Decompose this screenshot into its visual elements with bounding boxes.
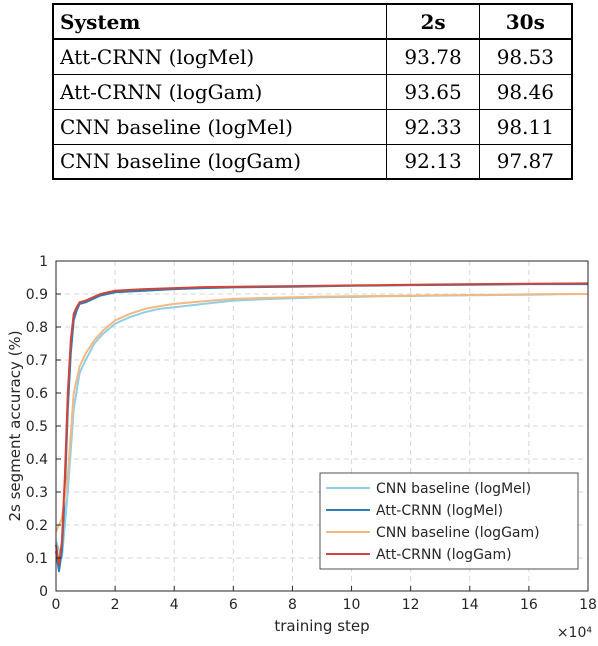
- table-row: CNN baseline (logGam) 92.13 97.87: [52, 143, 573, 180]
- y-tick-label: 0.1: [26, 551, 48, 567]
- y-tick-label: 1: [39, 254, 48, 270]
- table-header-row: System 2s 30s: [52, 3, 573, 40]
- header-30s: 30s: [478, 3, 573, 40]
- cell-system: CNN baseline (logGam): [52, 143, 388, 180]
- y-tick-label: 0.7: [26, 353, 48, 369]
- legend-label: Att-CRNN (logGam): [376, 547, 512, 563]
- cell-system: CNN baseline (logMel): [52, 108, 388, 145]
- header-2s: 2s: [386, 3, 480, 40]
- x-axis-label: training step: [274, 617, 369, 635]
- cell-2s: 92.13: [386, 143, 480, 180]
- x-tick-label: 14: [461, 597, 479, 613]
- x-tick-label: 16: [520, 597, 538, 613]
- x-tick-label: 12: [402, 597, 420, 613]
- table-row: Att-CRNN (logMel) 93.78 98.53: [52, 38, 573, 75]
- cell-30s: 98.46: [478, 73, 573, 110]
- series-line: [55, 293, 588, 533]
- x-axis-multiplier: ×10⁴: [557, 625, 593, 641]
- y-tick-label: 0.2: [26, 518, 48, 534]
- table-row: CNN baseline (logMel) 92.33 98.11: [52, 108, 573, 145]
- x-tick-label: 4: [170, 597, 179, 613]
- series-line: [55, 282, 589, 566]
- legend-label: CNN baseline (logGam): [376, 525, 540, 541]
- cell-30s: 97.87: [478, 143, 573, 180]
- x-tick-label: 18: [579, 597, 597, 613]
- cell-30s: 98.11: [478, 108, 573, 145]
- legend: CNN baseline (logMel) Att-CRNN (logMel) CN…: [319, 472, 579, 570]
- results-table: System 2s 30s Att-CRNN (logMel) 93.78 98…: [52, 3, 573, 180]
- x-tick-label: 8: [288, 597, 297, 613]
- series-lines: [55, 282, 589, 573]
- x-tick-label: 10: [343, 597, 361, 613]
- y-tick-label: 0.5: [26, 419, 48, 435]
- legend-label: Att-CRNN (logMel): [376, 503, 503, 519]
- axis-ticks: 0 2 4 6 8 10 12 14 16 18 0 0.1 0.2 0.3 0.4 0.5 0.6 0.7 0.8…: [26, 254, 597, 613]
- cell-30s: 98.53: [478, 38, 573, 75]
- table-row: Att-CRNN (logGam) 93.65 98.46: [52, 73, 573, 110]
- x-tick-label: 6: [229, 597, 238, 613]
- header-system: System: [52, 3, 388, 40]
- cell-2s: 93.65: [386, 73, 480, 110]
- cell-2s: 93.78: [386, 38, 480, 75]
- y-tick-label: 0: [39, 584, 48, 600]
- cell-2s: 92.33: [386, 108, 480, 145]
- legend-label: CNN baseline (logMel): [376, 481, 531, 497]
- y-axis-label: 2s segment accuracy (%): [6, 330, 24, 521]
- cell-system: Att-CRNN (logGam): [52, 73, 388, 110]
- y-tick-label: 0.9: [26, 287, 48, 303]
- accuracy-line-chart: 0 2 4 6 8 10 12 14 16 18 0 0.1 0.2 0.3 0.4 0.5 0.6 0.7 0.8…: [6, 254, 597, 641]
- y-tick-label: 0.4: [26, 452, 48, 468]
- y-tick-label: 0.8: [26, 320, 48, 336]
- cell-system: Att-CRNN (logMel): [52, 38, 388, 75]
- x-tick-label: 2: [111, 597, 120, 613]
- x-tick-label: 0: [52, 597, 61, 613]
- y-tick-label: 0.3: [26, 485, 48, 501]
- y-tick-label: 0.6: [26, 386, 48, 402]
